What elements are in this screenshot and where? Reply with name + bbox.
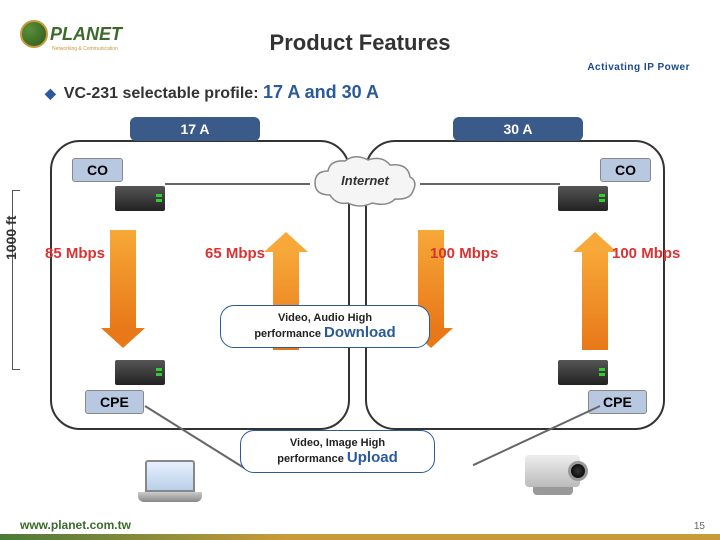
laptop-icon — [135, 460, 205, 510]
internet-cloud: Internet — [310, 155, 420, 210]
download-line2: performance Download — [235, 324, 415, 341]
footer-bar — [0, 534, 720, 540]
upload-line2: performance Upload — [255, 449, 420, 466]
zone-17a-label: 17 A — [130, 117, 260, 141]
footer-url: www.planet.com.tw — [20, 518, 131, 532]
zone-30a-label: 30 A — [453, 117, 583, 141]
bullet-icon: ◆ — [45, 85, 56, 101]
subtitle-prefix: VC-231 selectable profile: — [64, 85, 259, 102]
speed-85mbps: 85 Mbps — [45, 245, 105, 262]
ip-camera-icon — [525, 450, 595, 495]
speed-65mbps: 65 Mbps — [205, 245, 265, 262]
cpe-device-right — [558, 360, 608, 385]
brand-tagline: Activating IP Power — [587, 62, 690, 73]
cable-right — [420, 183, 560, 185]
upload-bubble: Video, Image High performance Upload — [240, 430, 435, 473]
download-line1: Video, Audio High — [235, 312, 415, 324]
cpe-label-left: CPE — [85, 390, 144, 414]
page-title: Product Features — [0, 30, 720, 56]
arrow-up-30a — [582, 250, 608, 350]
co-device-left — [115, 186, 165, 211]
page-number: 15 — [694, 521, 705, 532]
arrow-down-17a — [110, 230, 136, 330]
cpe-label-right: CPE — [588, 390, 647, 414]
speed-100mbps-down: 100 Mbps — [430, 245, 498, 262]
slide-header: PLANET Networking & Communication Produc… — [0, 20, 720, 70]
speed-100mbps-up: 100 Mbps — [612, 245, 680, 262]
cable-left — [165, 183, 310, 185]
upload-line1: Video, Image High — [255, 437, 420, 449]
co-label-right: CO — [600, 158, 651, 182]
distance-label: 1000 ft — [3, 216, 19, 260]
cpe-device-left — [115, 360, 165, 385]
feature-subtitle: ◆ VC-231 selectable profile: 17 A and 30 … — [45, 82, 379, 103]
cloud-label: Internet — [310, 173, 420, 188]
subtitle-highlight: 17 A and 30 A — [263, 82, 379, 102]
co-label-left: CO — [72, 158, 123, 182]
download-bubble: Video, Audio High performance Download — [220, 305, 430, 348]
co-device-right — [558, 186, 608, 211]
